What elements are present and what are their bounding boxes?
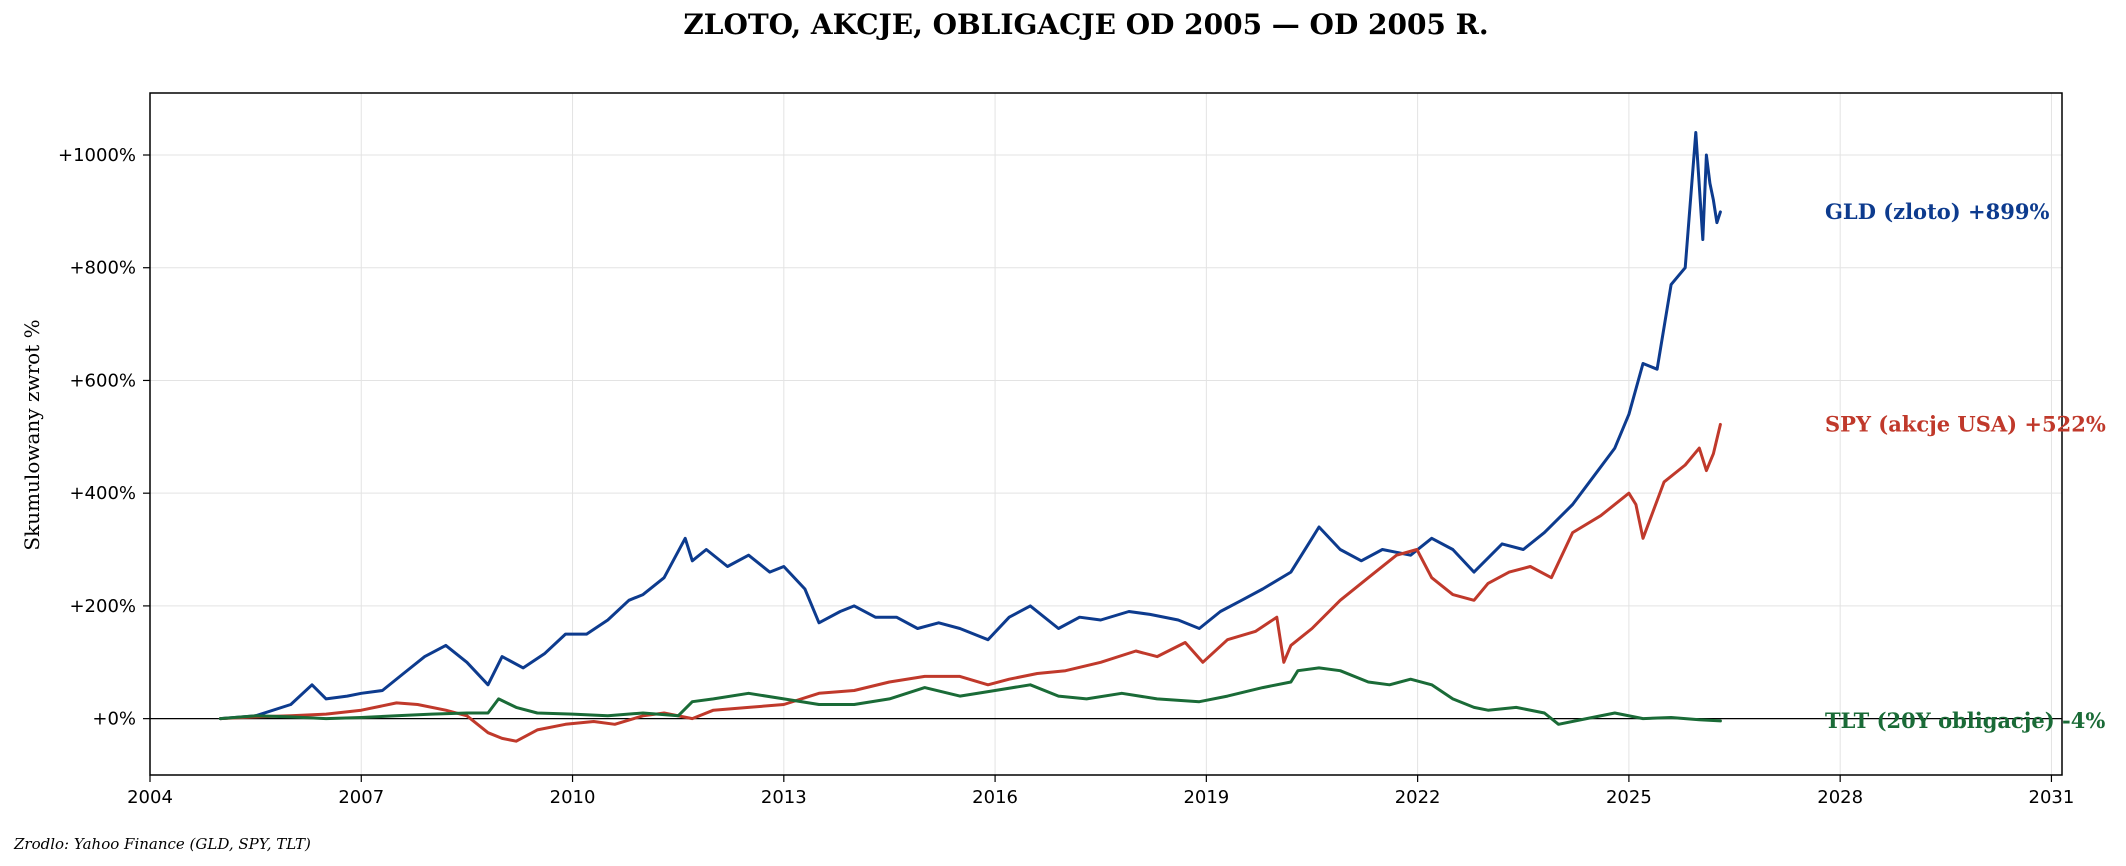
y-tick-label: +800% bbox=[69, 258, 136, 279]
x-tick-label: 2013 bbox=[761, 787, 807, 808]
end-label: SPY (akcje USA) +522% bbox=[1825, 411, 2106, 436]
y-tick-label: +1000% bbox=[58, 145, 136, 166]
x-tick-label: 2016 bbox=[972, 787, 1018, 808]
end-label: GLD (zloto) +899% bbox=[1825, 199, 2049, 224]
chart-title: ZLOTO, AKCJE, OBLIGACJE OD 2005 — OD 200… bbox=[683, 8, 1488, 41]
x-tick-label: 2028 bbox=[1817, 787, 1863, 808]
x-tick-label: 2007 bbox=[338, 787, 384, 808]
series-line-spy bbox=[218, 422, 1722, 743]
y-axis: +0% +200% +400% +600% +800% +1000% bbox=[58, 145, 150, 730]
x-tick-label: 2010 bbox=[550, 787, 596, 808]
x-tick-label: 2019 bbox=[1183, 787, 1229, 808]
y-tick-label: +200% bbox=[69, 596, 136, 617]
grid bbox=[149, 93, 2062, 775]
x-tick-label: 2031 bbox=[2029, 787, 2075, 808]
source-note: Zrodlo: Yahoo Finance (GLD, SPY, TLT) bbox=[13, 835, 311, 853]
series-line-gld bbox=[218, 131, 1722, 721]
x-tick-label: 2025 bbox=[1606, 787, 1652, 808]
plot-frame bbox=[149, 92, 2063, 776]
y-tick-label: +0% bbox=[92, 709, 136, 730]
x-tick-label: 2022 bbox=[1395, 787, 1441, 808]
series-line-tlt bbox=[218, 666, 1722, 726]
end-labels: GLD (zloto) +899% SPY (akcje USA) +522% TL… bbox=[1825, 199, 2106, 733]
y-tick-label: +600% bbox=[69, 370, 136, 391]
x-tick-label: 2004 bbox=[127, 787, 173, 808]
series-layer bbox=[218, 131, 1722, 743]
y-tick-label: +400% bbox=[69, 483, 136, 504]
y-axis-label: Skumulowany zwrot % bbox=[20, 319, 44, 550]
x-axis: 2004 2007 2010 2013 2016 2019 2022 2025 2028 2031 bbox=[127, 775, 2074, 808]
end-label: TLT (20Y obligacje) -4% bbox=[1825, 708, 2105, 733]
